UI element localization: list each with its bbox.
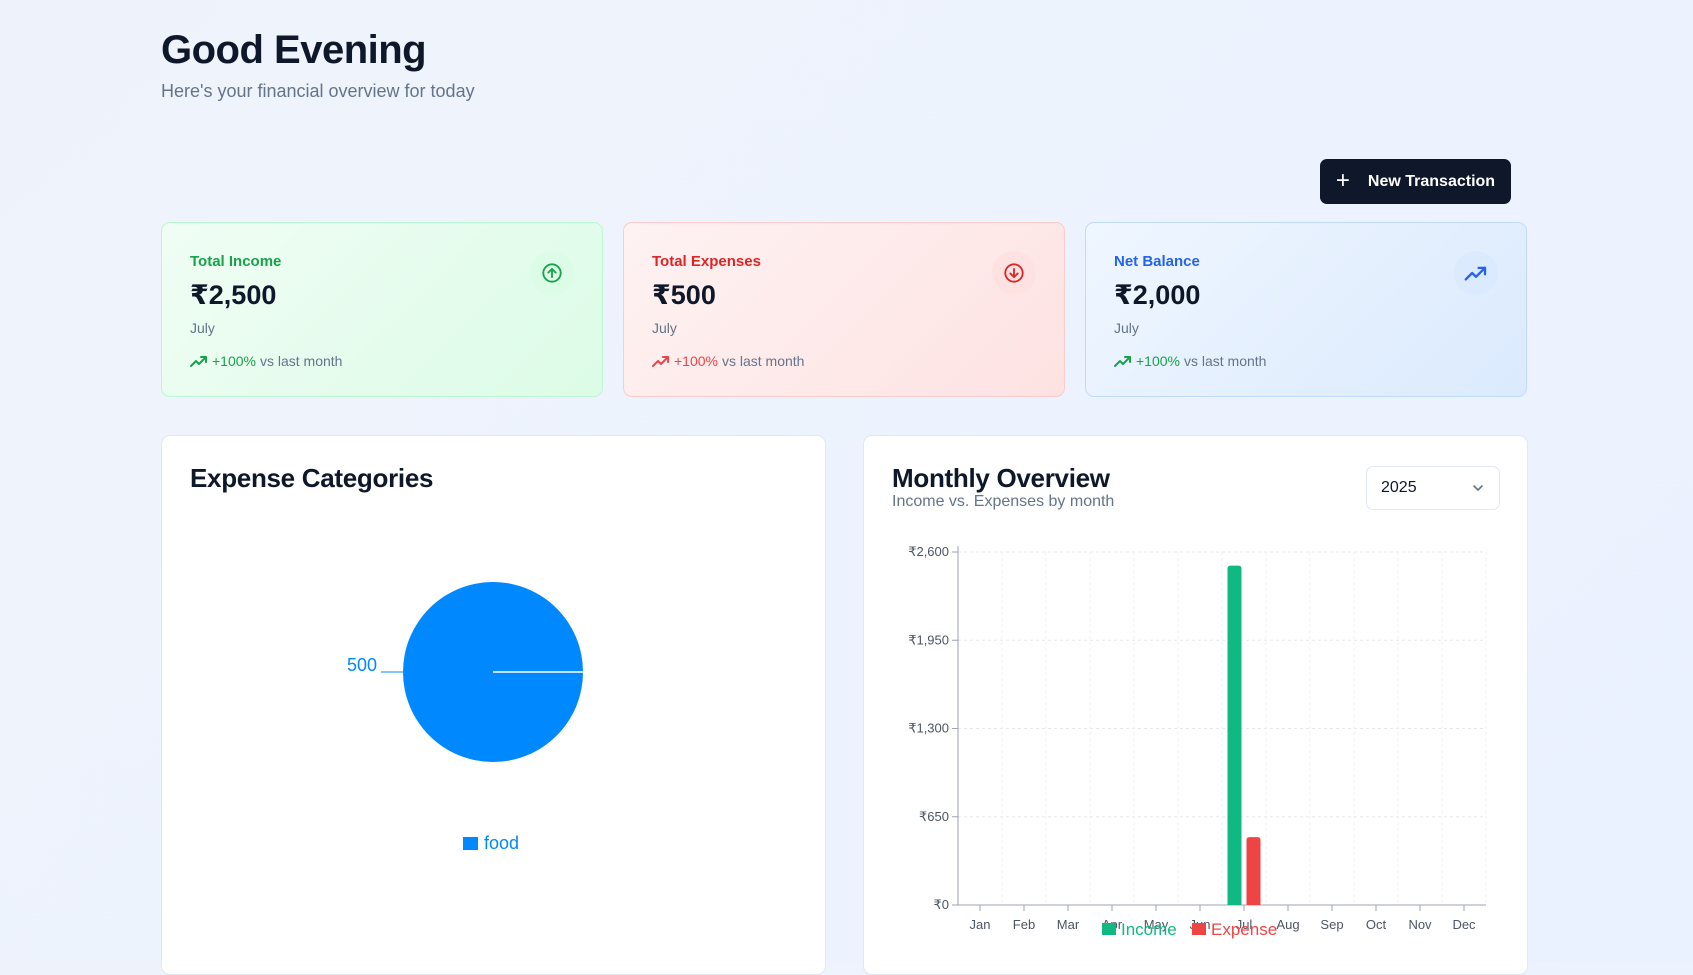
- monthly-overview-subtitle: Income vs. Expenses by month: [892, 493, 1115, 510]
- card-label: Total Expenses: [652, 253, 761, 270]
- monthly-overview-title: Monthly Overview: [892, 463, 1110, 493]
- card-amount: ₹2,000: [1114, 280, 1201, 310]
- trend-percent: +100%: [1136, 353, 1180, 369]
- x-tick-label-aug: Aug: [1276, 917, 1299, 932]
- x-tick-label-feb: Feb: [1013, 917, 1035, 932]
- x-tick-label-mar: Mar: [1057, 917, 1080, 932]
- legend-label-income: Income: [1121, 920, 1177, 939]
- total-expenses-card: Total Expenses ₹500 July +100% vs last m…: [623, 222, 1065, 397]
- expense-categories-panel: Expense Categories 500 food: [161, 435, 826, 975]
- trend-text: vs last month: [1183, 353, 1267, 369]
- year-select-value: 2025: [1381, 479, 1417, 496]
- legend-swatch: [1192, 923, 1206, 935]
- card-trend: +100% vs last month: [1114, 353, 1266, 369]
- trend-text: vs last month: [721, 353, 805, 369]
- trend-percent: +100%: [212, 353, 256, 369]
- trending-up-icon: [1454, 251, 1498, 295]
- x-tick-label-jul: Jul: [1236, 917, 1253, 932]
- year-select[interactable]: 2025: [1366, 466, 1500, 510]
- card-amount: ₹500: [652, 280, 716, 310]
- trending-up-icon: [652, 356, 669, 367]
- card-trend: +100% vs last month: [190, 353, 342, 369]
- legend-swatch: [463, 837, 478, 850]
- legend-label-expense: Expense: [1211, 920, 1277, 939]
- expense-pie-chart: 500 food: [347, 582, 583, 853]
- y-tick-label: ₹2,600: [908, 544, 949, 559]
- card-label: Net Balance: [1114, 253, 1200, 270]
- new-transaction-label: New Transaction: [1367, 172, 1496, 190]
- greeting-subtitle: Here's your financial overview for today: [161, 81, 475, 101]
- trend-text: vs last month: [259, 353, 343, 369]
- trending-up-icon: [190, 356, 207, 367]
- x-tick-label-dec: Dec: [1452, 917, 1476, 932]
- greeting-title: Good Evening: [161, 28, 427, 72]
- expense-categories-title: Expense Categories: [190, 463, 434, 493]
- y-tick-label: ₹1,300: [908, 721, 949, 736]
- card-label: Total Income: [190, 253, 282, 270]
- trend-percent: +100%: [674, 353, 718, 369]
- arrow-up-circle-icon: [530, 251, 574, 295]
- net-balance-card: Net Balance ₹2,000 July +100% vs last mo…: [1085, 222, 1527, 397]
- card-amount: ₹2,500: [190, 280, 277, 310]
- y-tick-label: ₹0: [933, 897, 949, 912]
- monthly-bar-chart: ₹0₹650₹1,300₹1,950₹2,600JanFebMarAprMayJ…: [908, 544, 1487, 939]
- chevron-down-icon: [1473, 485, 1483, 491]
- card-period: July: [652, 320, 677, 336]
- legend-label-food: food: [484, 833, 519, 853]
- arrow-down-circle-icon: [992, 251, 1036, 295]
- legend-swatch: [1102, 923, 1116, 935]
- bar-expense-jul[interactable]: [1246, 837, 1261, 905]
- total-income-card: Total Income ₹2,500 July +100% vs last m…: [161, 222, 603, 397]
- x-tick-label-nov: Nov: [1408, 917, 1432, 932]
- x-tick-label-jan: Jan: [970, 917, 991, 932]
- x-tick-label-sep: Sep: [1320, 917, 1343, 932]
- monthly-overview-panel: Monthly Overview Income vs. Expenses by …: [863, 435, 1528, 975]
- bar-income-jul[interactable]: [1227, 565, 1242, 905]
- y-tick-label: ₹1,950: [908, 632, 949, 647]
- pie-value-label: 500: [347, 655, 377, 675]
- x-tick-label-oct: Oct: [1366, 917, 1387, 932]
- x-tick-label-may: May: [1144, 917, 1169, 932]
- plus-icon: +: [1335, 166, 1350, 194]
- card-trend: +100% vs last month: [652, 353, 804, 369]
- card-period: July: [190, 320, 215, 336]
- trending-up-icon: [1114, 356, 1131, 367]
- new-transaction-button[interactable]: + New Transaction: [1320, 159, 1511, 204]
- card-period: July: [1114, 320, 1139, 336]
- y-tick-label: ₹650: [919, 809, 949, 824]
